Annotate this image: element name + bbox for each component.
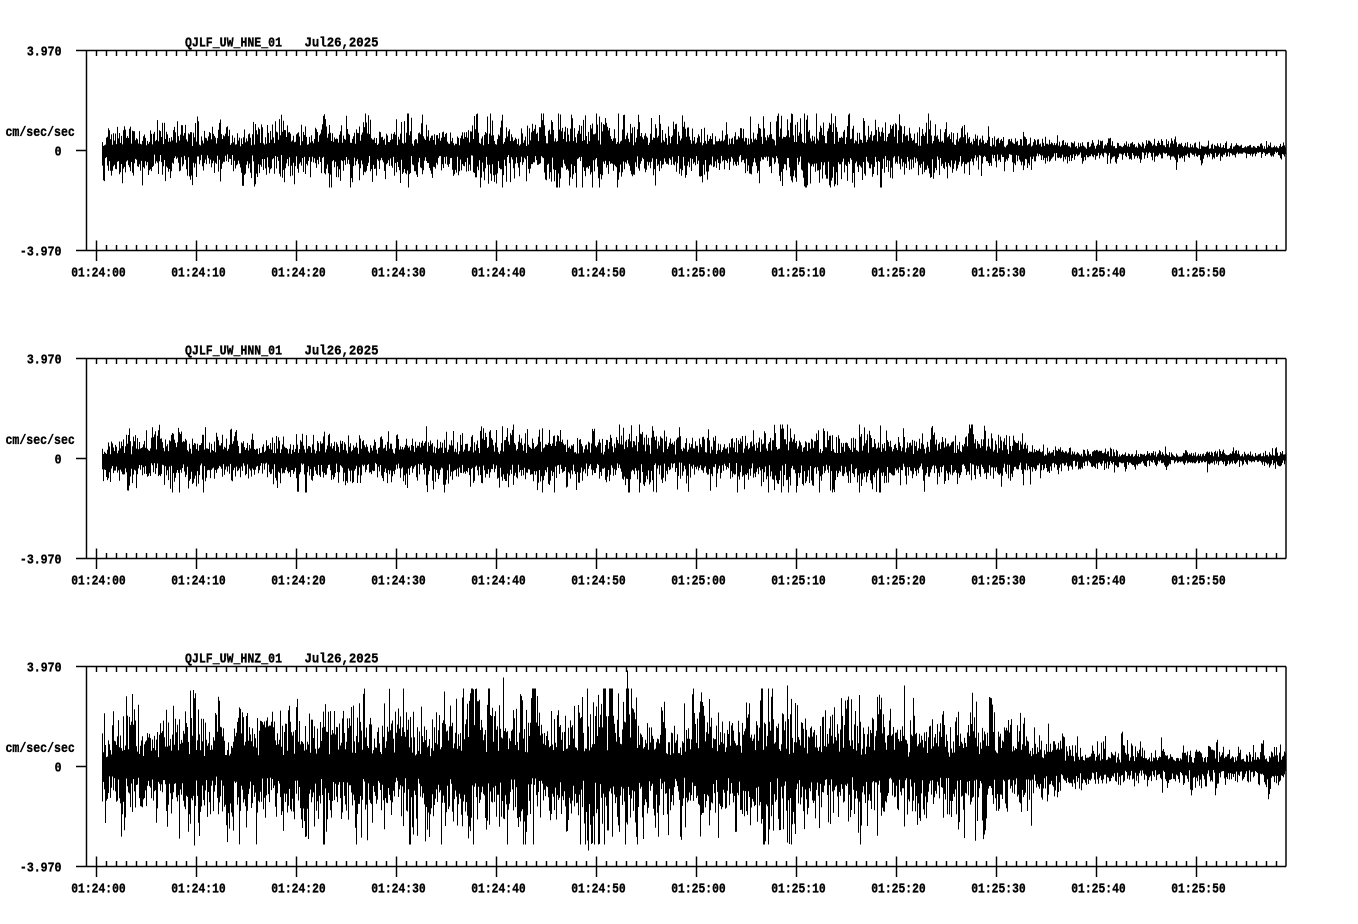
svg-text:0: 0 [55, 145, 62, 161]
svg-text:01:25:10: 01:25:10 [771, 882, 826, 898]
svg-text:01:25:10: 01:25:10 [771, 574, 826, 590]
svg-text:cm/sec/sec: cm/sec/sec [6, 741, 75, 757]
svg-text:01:25:30: 01:25:30 [971, 882, 1026, 898]
svg-text:01:24:10: 01:24:10 [171, 574, 226, 590]
svg-text:01:25:30: 01:25:30 [971, 266, 1026, 282]
svg-text:3.970: 3.970 [27, 45, 62, 61]
svg-text:QJLF_UW_HNN_01: QJLF_UW_HNN_01 [185, 344, 282, 360]
svg-text:3.970: 3.970 [27, 353, 62, 369]
svg-text:01:24:40: 01:24:40 [471, 266, 526, 282]
svg-text:01:25:20: 01:25:20 [871, 574, 926, 590]
svg-text:01:24:50: 01:24:50 [571, 574, 626, 590]
svg-text:01:24:40: 01:24:40 [471, 574, 526, 590]
svg-text:01:25:00: 01:25:00 [671, 266, 726, 282]
svg-text:-3.970: -3.970 [20, 245, 62, 261]
svg-text:cm/sec/sec: cm/sec/sec [6, 433, 75, 449]
svg-text:01:25:50: 01:25:50 [1171, 266, 1226, 282]
svg-text:Jul26,2025: Jul26,2025 [305, 36, 379, 52]
svg-text:Jul26,2025: Jul26,2025 [305, 344, 379, 360]
svg-text:01:25:00: 01:25:00 [671, 882, 726, 898]
svg-text:01:25:20: 01:25:20 [871, 266, 926, 282]
svg-text:01:24:40: 01:24:40 [471, 882, 526, 898]
svg-text:01:24:30: 01:24:30 [371, 574, 426, 590]
svg-text:01:25:50: 01:25:50 [1171, 574, 1226, 590]
svg-text:01:25:40: 01:25:40 [1071, 882, 1126, 898]
svg-text:01:25:00: 01:25:00 [671, 574, 726, 590]
svg-text:0: 0 [55, 453, 62, 469]
svg-text:01:24:20: 01:24:20 [271, 266, 326, 282]
svg-text:01:24:00: 01:24:00 [71, 266, 126, 282]
svg-text:01:25:10: 01:25:10 [771, 266, 826, 282]
svg-text:-3.970: -3.970 [20, 861, 62, 877]
svg-text:Jul26,2025: Jul26,2025 [305, 652, 379, 668]
svg-text:01:24:00: 01:24:00 [71, 574, 126, 590]
svg-text:QJLF_UW_HNE_01: QJLF_UW_HNE_01 [185, 36, 282, 52]
svg-text:01:24:00: 01:24:00 [71, 882, 126, 898]
svg-text:01:24:30: 01:24:30 [371, 266, 426, 282]
svg-text:01:24:10: 01:24:10 [171, 266, 226, 282]
svg-text:01:25:20: 01:25:20 [871, 882, 926, 898]
svg-text:01:25:40: 01:25:40 [1071, 574, 1126, 590]
svg-text:01:25:50: 01:25:50 [1171, 882, 1226, 898]
svg-text:01:24:50: 01:24:50 [571, 266, 626, 282]
svg-text:-3.970: -3.970 [20, 553, 62, 569]
svg-text:01:24:50: 01:24:50 [571, 882, 626, 898]
svg-text:01:24:10: 01:24:10 [171, 882, 226, 898]
svg-text:3.970: 3.970 [27, 661, 62, 677]
svg-text:01:25:40: 01:25:40 [1071, 266, 1126, 282]
svg-text:01:24:20: 01:24:20 [271, 882, 326, 898]
svg-text:01:24:20: 01:24:20 [271, 574, 326, 590]
svg-text:01:25:30: 01:25:30 [971, 574, 1026, 590]
svg-text:cm/sec/sec: cm/sec/sec [6, 125, 75, 141]
svg-text:QJLF_UW_HNZ_01: QJLF_UW_HNZ_01 [185, 652, 282, 668]
svg-text:0: 0 [55, 761, 62, 777]
svg-text:01:24:30: 01:24:30 [371, 882, 426, 898]
